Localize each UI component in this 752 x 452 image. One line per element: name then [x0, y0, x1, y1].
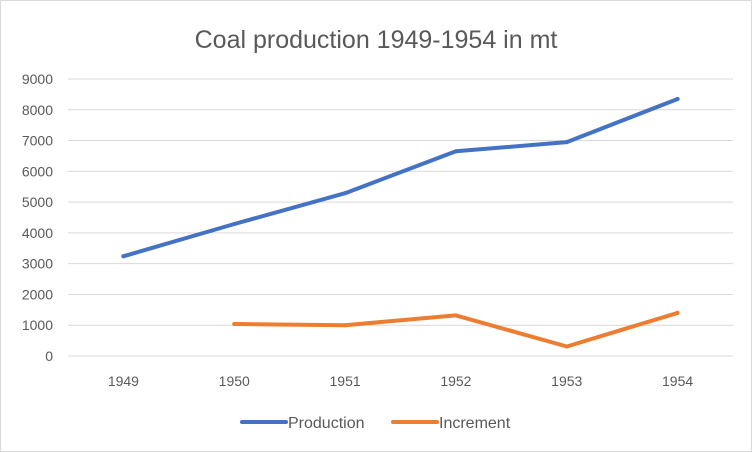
- data-point: [675, 97, 680, 102]
- legend: Production Increment: [240, 415, 511, 432]
- data-point: [343, 191, 348, 196]
- data-point: [232, 321, 237, 326]
- data-point: [675, 310, 680, 315]
- y-axis-tick-labels: 0 1000 2000 3000 4000 5000 6000 7000 8000 9000: [22, 71, 53, 364]
- chart-title: Coal production 1949-1954 in mt: [195, 26, 558, 54]
- y-tick-label: 6000: [22, 163, 53, 179]
- x-tick-label: 1949: [108, 373, 139, 389]
- y-tick-label: 1000: [22, 317, 53, 333]
- data-point: [564, 344, 569, 349]
- data-point: [232, 221, 237, 226]
- data-point: [453, 313, 458, 318]
- y-tick-label: 5000: [22, 194, 53, 210]
- gridlines: [68, 78, 733, 357]
- data-point: [453, 149, 458, 154]
- data-point: [564, 140, 569, 145]
- x-axis-tick-labels: 1949 1950 1951 1952 1953 1954: [108, 373, 694, 389]
- legend-label: Increment: [439, 415, 511, 432]
- legend-item-production: Production: [240, 415, 365, 432]
- series-line-production: [121, 97, 680, 259]
- x-tick-label: 1953: [551, 373, 582, 389]
- data-point: [343, 323, 348, 328]
- y-tick-label: 9000: [22, 71, 53, 87]
- series-line-increment: [232, 310, 680, 349]
- y-tick-label: 4000: [22, 225, 53, 241]
- y-tick-label: 8000: [22, 102, 53, 118]
- legend-item-increment: Increment: [391, 415, 511, 432]
- x-tick-label: 1954: [662, 373, 693, 389]
- y-tick-label: 3000: [22, 256, 53, 272]
- x-tick-label: 1952: [440, 373, 471, 389]
- x-tick-label: 1951: [330, 373, 361, 389]
- legend-label: Production: [288, 415, 365, 432]
- x-tick-label: 1950: [219, 373, 250, 389]
- data-point: [121, 254, 126, 259]
- y-tick-label: 0: [45, 348, 53, 364]
- y-tick-label: 7000: [22, 133, 53, 149]
- y-tick-label: 2000: [22, 286, 53, 302]
- series-lines: [121, 97, 680, 349]
